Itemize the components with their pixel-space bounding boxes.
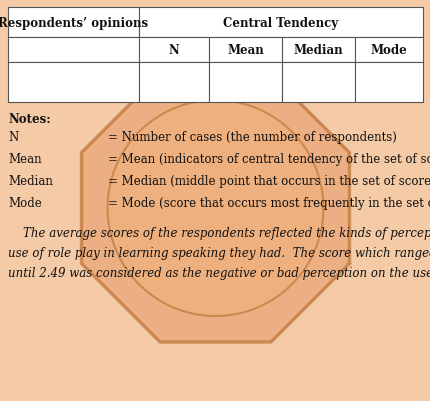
Text: = Median (middle point that occurs in the set of scores): = Median (middle point that occurs in th…: [108, 174, 430, 188]
Bar: [138, 38, 209, 63]
Bar: [281, 63, 354, 103]
Bar: [354, 63, 422, 103]
Bar: [209, 38, 281, 63]
Bar: [281, 38, 354, 63]
Bar: [138, 8, 422, 38]
Text: until 2.49 was considered as the negative or bad perception on the use of role p: until 2.49 was considered as the negativ…: [8, 266, 430, 279]
Text: = Mean (indicators of central tendency of the set of sources): = Mean (indicators of central tendency o…: [108, 153, 430, 166]
Bar: [138, 63, 209, 103]
Text: Mean: Mean: [8, 153, 42, 166]
Text: = Number of cases (the number of respondents): = Number of cases (the number of respond…: [108, 131, 396, 144]
Text: use of role play in learning speaking they had.  The score which ranged from 1.0: use of role play in learning speaking th…: [8, 246, 430, 259]
Polygon shape: [81, 75, 349, 342]
Text: N: N: [168, 44, 179, 57]
Text: Median: Median: [8, 174, 53, 188]
Polygon shape: [107, 101, 323, 316]
Text: Mean: Mean: [227, 44, 263, 57]
Text: N: N: [8, 131, 18, 144]
Text: = Mode (score that occurs most frequently in the set of scores): = Mode (score that occurs most frequentl…: [108, 196, 430, 209]
Bar: [354, 38, 422, 63]
Text: Median: Median: [293, 44, 342, 57]
Text: Central Tendency: Central Tendency: [223, 16, 338, 29]
Text: The average scores of the respondents reflected the kinds of perceptions on the: The average scores of the respondents re…: [8, 227, 430, 239]
Bar: [8, 38, 138, 63]
Text: Respondents’ opinions: Respondents’ opinions: [0, 16, 148, 29]
Bar: [8, 8, 138, 38]
Bar: [8, 63, 138, 103]
Text: Mode: Mode: [8, 196, 42, 209]
Text: Mode: Mode: [369, 44, 406, 57]
Text: Notes:: Notes:: [8, 113, 50, 126]
Bar: [209, 63, 281, 103]
